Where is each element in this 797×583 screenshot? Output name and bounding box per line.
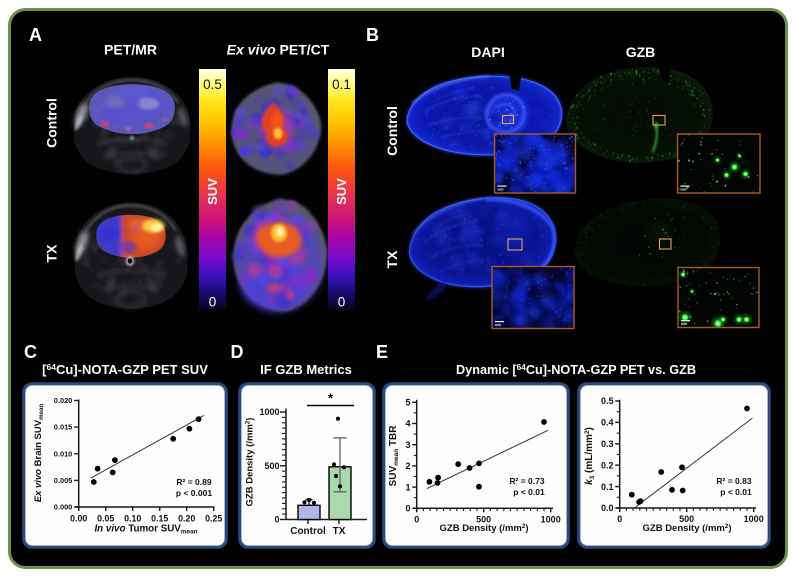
svg-text:0.05: 0.05 bbox=[97, 513, 114, 523]
svg-text:0: 0 bbox=[405, 504, 410, 514]
svg-text:0.1: 0.1 bbox=[332, 77, 351, 92]
svg-text:TX: TX bbox=[384, 250, 400, 269]
svg-text:D: D bbox=[231, 342, 244, 362]
svg-text:0.1: 0.1 bbox=[601, 482, 614, 492]
svg-text:0: 0 bbox=[274, 515, 279, 525]
svg-text:p < 0.01: p < 0.01 bbox=[513, 487, 545, 497]
svg-text:Ex vivo PET/CT: Ex vivo PET/CT bbox=[227, 42, 330, 58]
svg-text:0: 0 bbox=[414, 514, 419, 524]
svg-text:In vivo Tumor SUVmean: In vivo Tumor SUVmean bbox=[94, 524, 197, 536]
svg-text:5: 5 bbox=[405, 398, 410, 408]
svg-text:p < 0.001: p < 0.001 bbox=[176, 488, 212, 498]
svg-text:R² = 0.83: R² = 0.83 bbox=[716, 476, 751, 486]
svg-text:0.0: 0.0 bbox=[601, 503, 614, 513]
svg-text:p < 0.01: p < 0.01 bbox=[720, 487, 752, 497]
svg-text:TX: TX bbox=[44, 244, 60, 263]
svg-text:k3 (mL/mm2): k3 (mL/mm2) bbox=[584, 427, 596, 485]
svg-text:PET/MR: PET/MR bbox=[104, 42, 157, 58]
svg-text:SUV: SUV bbox=[334, 178, 349, 205]
svg-text:Control: Control bbox=[44, 98, 60, 148]
svg-text:0.00: 0.00 bbox=[70, 513, 87, 523]
svg-text:1000: 1000 bbox=[541, 514, 561, 524]
svg-text:0: 0 bbox=[617, 514, 622, 524]
svg-text:0.25: 0.25 bbox=[205, 513, 222, 523]
svg-text:0.10: 0.10 bbox=[124, 513, 141, 523]
svg-text:2: 2 bbox=[405, 461, 410, 471]
svg-text:Control: Control bbox=[384, 106, 400, 156]
svg-text:0: 0 bbox=[338, 295, 346, 310]
svg-text:0.15: 0.15 bbox=[151, 513, 168, 523]
svg-text:TX: TX bbox=[333, 526, 346, 537]
svg-text:4: 4 bbox=[405, 419, 410, 429]
svg-text:0: 0 bbox=[209, 295, 217, 310]
svg-text:GZB Density (/mm2): GZB Density (/mm2) bbox=[245, 418, 256, 507]
svg-text:IF GZB Metrics: IF GZB Metrics bbox=[260, 362, 352, 377]
svg-text:0.010: 0.010 bbox=[54, 449, 73, 458]
svg-text:*: * bbox=[328, 391, 334, 406]
svg-text:A: A bbox=[29, 25, 42, 45]
svg-text:0.5: 0.5 bbox=[601, 396, 614, 406]
svg-text:0.2: 0.2 bbox=[601, 460, 614, 470]
svg-text:0.3: 0.3 bbox=[601, 439, 614, 449]
svg-text:Control: Control bbox=[290, 526, 326, 537]
svg-text:0.015: 0.015 bbox=[54, 423, 73, 432]
svg-text:500: 500 bbox=[679, 514, 694, 524]
svg-text:R² = 0.89: R² = 0.89 bbox=[176, 477, 211, 487]
svg-text:0.20: 0.20 bbox=[178, 513, 195, 523]
svg-text:GZB: GZB bbox=[626, 44, 656, 60]
svg-text:1: 1 bbox=[405, 482, 410, 492]
svg-text:[64Cu]-NOTA-GZP PET SUV: [64Cu]-NOTA-GZP PET SUV bbox=[42, 362, 208, 377]
svg-text:DAPI: DAPI bbox=[471, 44, 504, 60]
svg-text:500: 500 bbox=[476, 514, 491, 524]
svg-text:E: E bbox=[376, 342, 388, 362]
svg-text:GZB Density (/mm2): GZB Density (/mm2) bbox=[643, 523, 732, 534]
svg-text:0.020: 0.020 bbox=[54, 396, 73, 405]
svg-text:SUVmean TBR: SUVmean TBR bbox=[388, 425, 400, 487]
svg-text:0.5: 0.5 bbox=[203, 77, 222, 92]
svg-text:Dynamic [64Cu]-NOTA-GZP PET vs: Dynamic [64Cu]-NOTA-GZP PET vs. GZB bbox=[456, 362, 696, 377]
svg-text:0.4: 0.4 bbox=[601, 418, 614, 428]
svg-text:B: B bbox=[366, 25, 379, 45]
svg-text:0.005: 0.005 bbox=[54, 476, 73, 485]
svg-text:GZB Density (/mm2): GZB Density (/mm2) bbox=[440, 523, 529, 534]
svg-text:500: 500 bbox=[264, 461, 279, 471]
svg-text:R² = 0.73: R² = 0.73 bbox=[509, 476, 544, 486]
svg-text:3: 3 bbox=[405, 440, 410, 450]
svg-text:SUV: SUV bbox=[205, 178, 220, 205]
svg-text:Ex vivo Brain SUVmean: Ex vivo Brain SUVmean bbox=[33, 404, 45, 503]
svg-text:1000: 1000 bbox=[259, 407, 279, 417]
svg-text:1000: 1000 bbox=[744, 514, 764, 524]
svg-text:0.000: 0.000 bbox=[54, 503, 73, 512]
svg-text:C: C bbox=[24, 342, 37, 362]
